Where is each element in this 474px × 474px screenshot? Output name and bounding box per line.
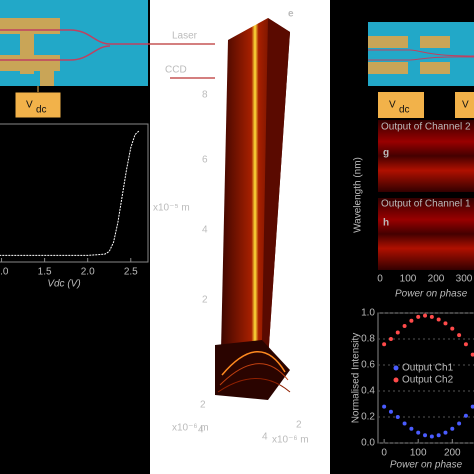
heatmaps: Output of Channel 2 Output of Channel 1 … <box>353 120 474 300</box>
data-point <box>395 330 400 335</box>
plot-frame <box>0 123 149 263</box>
x-tick-label: 100 <box>410 448 427 459</box>
y-tick-label: 0.6 <box>361 360 375 371</box>
data-point <box>416 314 421 319</box>
ccd-label: CCD <box>165 65 187 76</box>
data-point <box>395 415 400 419</box>
y-axis-label: Normalised Intensity <box>351 333 362 424</box>
data-point <box>457 421 462 426</box>
base-tick: 2 <box>200 400 206 411</box>
z-tick: 8 <box>202 90 208 101</box>
data-point <box>409 318 414 323</box>
data-point <box>463 342 468 347</box>
data-point <box>423 313 428 318</box>
data-point <box>416 430 421 435</box>
axis-label: Wavelength (nm) <box>353 157 364 233</box>
panel-e: Laser CCD e 8 6 4 2 x10⁻⁵ m 2 4 x10⁻⁶ m … <box>148 0 330 474</box>
data-point <box>429 434 434 439</box>
data-point <box>450 326 455 331</box>
panel-label: g <box>383 148 389 159</box>
data-point <box>429 314 434 319</box>
axis-unit: x10⁻⁶ m <box>172 423 209 434</box>
z-tick: 2 <box>202 295 208 306</box>
heatmap-title: Output of Channel 2 <box>381 122 471 133</box>
data-point <box>443 321 448 326</box>
y-tick-label: 0.4 <box>361 386 375 397</box>
x-tick-label: 0 <box>377 274 383 285</box>
base-tick: 2 <box>296 420 302 431</box>
vdc-label: V <box>26 100 33 111</box>
data-point <box>402 421 407 426</box>
y-tick-label: 1.0 <box>361 308 375 319</box>
y-tick-label: 0.2 <box>361 412 375 423</box>
x-tick-label: 300 <box>456 274 473 285</box>
x-tick-label: 200 <box>444 448 461 459</box>
base-tick: 4 <box>262 432 268 443</box>
data-point <box>436 317 441 322</box>
data-point <box>382 342 387 347</box>
x-tick-label: 1.0 <box>0 267 9 278</box>
legend-label: Output Ch2 <box>402 375 454 386</box>
base-tick: 4 <box>198 425 204 436</box>
data-line <box>0 130 140 256</box>
x-axis-label: Vdc (V) <box>47 279 80 290</box>
data-point <box>409 426 414 431</box>
x-tick-label: 0 <box>381 448 387 459</box>
y-tick-label: 0.0 <box>361 438 375 449</box>
x-tick-label: 2.5 <box>124 267 138 278</box>
data-point <box>388 337 393 341</box>
legend-label: Output Ch1 <box>402 363 454 374</box>
data-point <box>470 352 474 357</box>
chip-left: V dc <box>0 0 162 119</box>
x-tick-label: 200 <box>428 274 445 285</box>
chip-right: V dc V <box>368 22 474 118</box>
legend-marker <box>393 365 399 371</box>
y-tick-label: 0.8 <box>361 334 375 345</box>
data-point <box>402 324 407 328</box>
vdc-label: V <box>462 100 469 111</box>
axis-label: Power on phase <box>395 289 468 300</box>
axis-unit: x10⁻⁶ m <box>272 435 309 446</box>
vdc-label: V <box>389 100 396 111</box>
data-point <box>470 404 474 409</box>
data-point <box>450 426 455 431</box>
legend-marker <box>393 377 399 383</box>
data-point <box>457 333 462 338</box>
data-point <box>388 409 393 414</box>
z-tick: 6 <box>202 155 208 166</box>
panel-label: h <box>383 218 389 229</box>
axis-unit: x10⁻⁵ m <box>153 203 190 214</box>
laser-label: Laser <box>172 31 198 42</box>
data-point <box>423 433 428 438</box>
vdc-sub: dc <box>36 105 47 116</box>
data-point <box>463 413 468 418</box>
z-tick: 4 <box>202 225 208 236</box>
data-point <box>382 404 387 409</box>
vdc-sub: dc <box>399 105 410 116</box>
panel-label: e <box>288 9 294 20</box>
heatmap-title: Output of Channel 1 <box>381 199 471 210</box>
data-point <box>443 430 448 435</box>
x-tick-label: 1.5 <box>38 267 52 278</box>
x-tick-label: 100 <box>400 274 417 285</box>
x-axis-label: Power on phase <box>390 460 463 471</box>
data-point <box>436 433 441 438</box>
x-tick-label: 2.0 <box>81 267 95 278</box>
